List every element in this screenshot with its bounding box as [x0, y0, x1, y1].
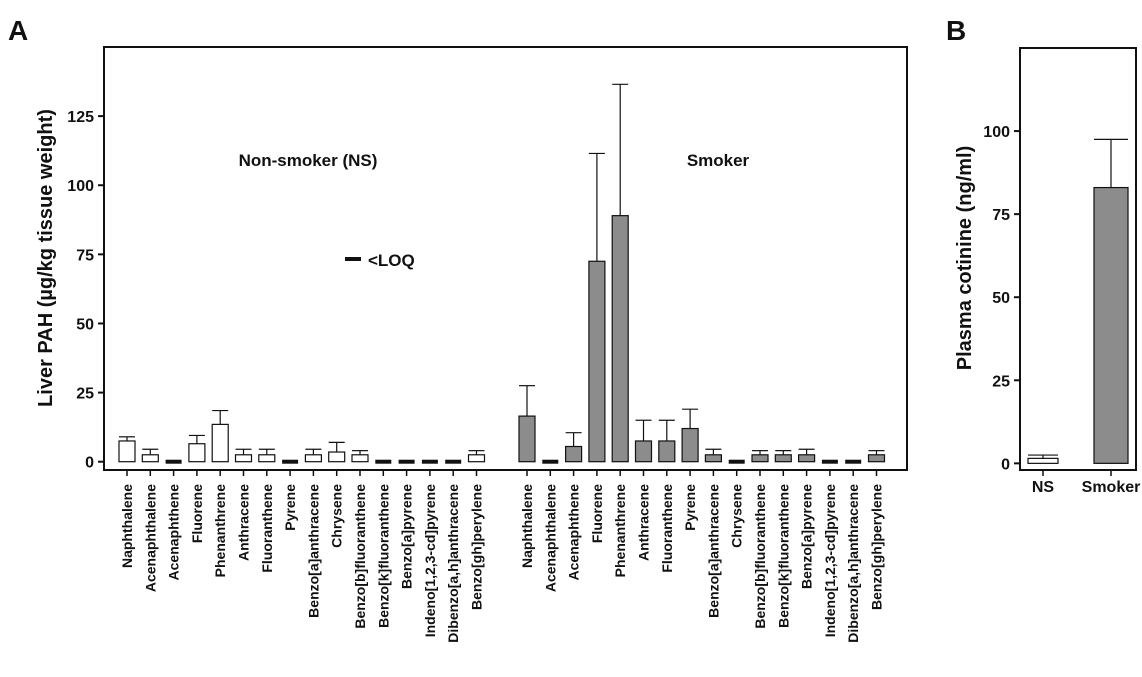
x-label-ns-benzo-a-pyrene: Benzo[a]pyrene [399, 484, 415, 589]
x-label-ns-acenaphthene: Acenaphthene [166, 484, 182, 581]
x-label-ns-dibenzo-a-h-anthracene: Dibenzo[a,h]anthracene [445, 484, 461, 643]
x-label-smoker-chrysene: Chrysene [729, 484, 745, 548]
loq-marker-ns-dibenzo-a-h-anthracene [445, 459, 462, 464]
x-label-smoker-benzo-b-fluoranthene: Benzo[b]fluoranthene [752, 484, 768, 629]
loq-marker-ns-benzo-k-fluoranthene [375, 459, 392, 464]
x-label-smoker-anthracene: Anthracene [636, 484, 652, 561]
bar-ns-benzo-a-anthracene [304, 454, 322, 463]
bar-smoker-benzo-k-fluoranthene [774, 454, 792, 463]
loq-marker-ns-benzo-a-pyrene [398, 459, 415, 464]
bar-b-ns [1027, 457, 1059, 464]
loq-legend-marker [345, 257, 361, 261]
x-label-ns-anthracene: Anthracene [236, 484, 252, 561]
bar-ns-anthracene [234, 454, 253, 463]
bar-smoker-naphthalene [518, 415, 536, 463]
bar-ns-phenanthrene [211, 423, 229, 463]
x-label-ns-pyrene: Pyrene [282, 484, 298, 531]
panel-a-y-tick-label: 75 [76, 247, 94, 264]
bar-ns-fluorene [188, 443, 206, 463]
panel-a-group-label-ns: Non-smoker (NS) [239, 151, 378, 170]
x-label-ns-indeno-1-2-3-cd-pyrene: Indeno[1,2,3-cd]pyrene [422, 484, 438, 637]
panel-a-group-label-smoker: Smoker [687, 151, 750, 170]
bar-smoker-benzo-a-anthracene [704, 454, 723, 463]
bar-ns-benzo-b-fluoranthene [351, 454, 369, 463]
x-label-smoker-benzo-a-anthracene: Benzo[a]anthracene [705, 484, 721, 618]
panel-b-y-tick-label: 100 [983, 124, 1010, 141]
panel-a-y-tick-label: 0 [85, 455, 94, 472]
bar-ns-naphthalene [118, 440, 136, 463]
panel-b-y-axis-title: Plasma cotinine (ng/ml) [954, 146, 976, 370]
x-label-smoker-acenaphthene: Acenaphthene [566, 484, 582, 581]
x-label-smoker-benzo-gh-perylene: Benzo[gh]perylene [869, 484, 885, 610]
x-label-ns-fluoranthene: Fluoranthene [259, 484, 275, 573]
x-label-smoker-dibenzo-a-h-anthracene: Dibenzo[a,h]anthracene [845, 484, 861, 643]
x-label-ns-chrysene: Chrysene [329, 484, 345, 548]
bar-smoker-fluorene [588, 260, 606, 463]
x-label-ns-benzo-a-anthracene: Benzo[a]anthracene [305, 484, 321, 618]
panel-a-plot-frame [103, 46, 908, 471]
loq-marker-smoker-dibenzo-a-h-anthracene [845, 459, 862, 464]
bar-smoker-benzo-gh-perylene [867, 454, 886, 463]
x-label-smoker-fluorene: Fluorene [589, 484, 605, 543]
panel-b-y-tick-label: 75 [992, 207, 1010, 224]
panel-b-y-tick-label: 0 [1001, 456, 1010, 473]
x-label-smoker-fluoranthene: Fluoranthene [659, 484, 675, 573]
panel-b-y-tick-label: 50 [992, 290, 1010, 307]
loq-marker-smoker-acenaphthalene [542, 459, 559, 464]
loq-marker-ns-acenaphthene [165, 459, 182, 464]
x-label-smoker-acenaphthalene: Acenaphthalene [542, 484, 558, 592]
bar-smoker-anthracene [634, 440, 653, 463]
loq-marker-smoker-chrysene [728, 459, 745, 464]
bar-smoker-acenaphthene [564, 445, 583, 463]
loq-marker-ns-indeno-1-2-3-cd-pyrene [421, 459, 438, 464]
x-label-ns-fluorene: Fluorene [189, 484, 205, 543]
chart-marks: 0 25 50 75 100 125 Naphthalene Acenaphthalene Ac… [67, 83, 1141, 643]
bar-ns-benzo-gh-perylene [467, 454, 486, 463]
x-label-smoker-benzo-k-fluoranthene: Benzo[k]fluoranthene [775, 484, 791, 628]
panel-a-y-axis-title: Liver PAH (µg/kg tissue weight) [35, 109, 57, 407]
panel-a-y-tick-label: 25 [76, 386, 94, 403]
x-label-smoker-phenanthrene: Phenanthrene [612, 484, 628, 578]
bar-ns-fluoranthene [258, 454, 276, 463]
bar-smoker-phenanthrene [611, 215, 629, 463]
loq-legend-label: <LOQ [368, 251, 415, 270]
panel-b-x-label-smoker: Smoker [1082, 479, 1141, 496]
bar-smoker-fluoranthene [658, 440, 676, 463]
x-label-ns-naphthalene: Naphthalene [119, 484, 135, 568]
x-label-smoker-benzo-a-pyrene: Benzo[a]pyrene [799, 484, 815, 589]
bar-smoker-pyrene [681, 427, 699, 463]
loq-marker-ns-pyrene [282, 459, 299, 464]
x-label-smoker-pyrene: Pyrene [682, 484, 698, 531]
panel-b-x-label-ns: NS [1032, 479, 1055, 496]
panel-a-y-tick-label: 125 [67, 109, 94, 126]
bar-ns-chrysene [328, 451, 346, 463]
panel-a-letter: A [8, 15, 28, 46]
panel-b-letter: B [946, 15, 966, 46]
panel-a-y-tick-label: 100 [67, 178, 94, 195]
bar-smoker-benzo-b-fluoranthene [751, 454, 769, 463]
bar-smoker-benzo-a-pyrene [797, 454, 816, 463]
x-label-ns-phenanthrene: Phenanthrene [212, 484, 228, 578]
bar-b-smoker [1093, 186, 1129, 464]
x-label-ns-benzo-b-fluoranthene: Benzo[b]fluoranthene [352, 484, 368, 629]
x-label-ns-acenaphthalene: Acenaphthalene [142, 484, 158, 592]
bar-ns-acenaphthalene [141, 454, 159, 463]
x-label-ns-benzo-k-fluoranthene: Benzo[k]fluoranthene [375, 484, 391, 628]
panel-a-y-tick-label: 50 [76, 316, 94, 333]
x-label-smoker-indeno-1-2-3-cd-pyrene: Indeno[1,2,3-cd]pyrene [822, 484, 838, 637]
loq-marker-smoker-indeno-1-2-3-cd-pyrene [821, 459, 838, 464]
x-label-smoker-naphthalene: Naphthalene [519, 484, 535, 568]
panel-b-plot-frame [1019, 47, 1137, 471]
panel-b-y-tick-label: 25 [992, 373, 1010, 390]
x-label-ns-benzo-gh-perylene: Benzo[gh]perylene [469, 484, 485, 610]
